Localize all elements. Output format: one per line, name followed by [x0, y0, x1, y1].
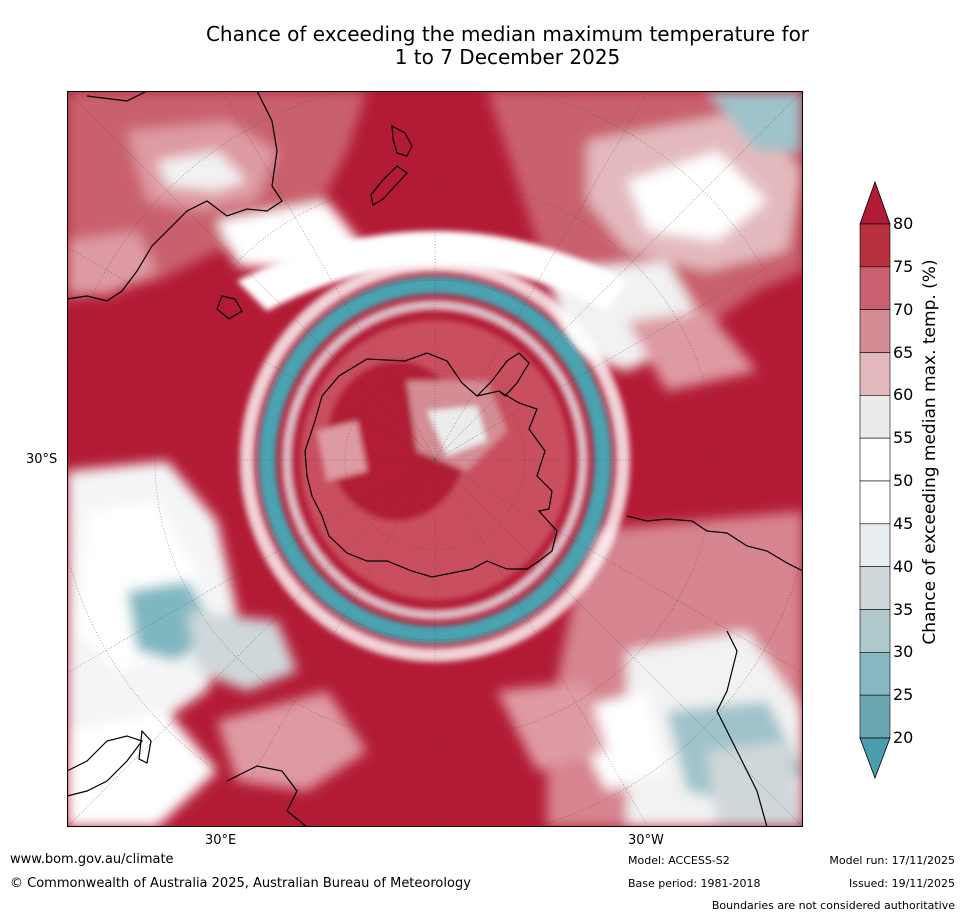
latitude-label-30s: 30°S	[26, 452, 58, 467]
colorbar-band	[859, 309, 891, 353]
colorbar-tick-label: 30	[893, 642, 914, 662]
colorbar-under-triangle	[859, 737, 891, 780]
colorbar-tick-label: 65	[893, 342, 914, 362]
colorbar-band	[859, 652, 891, 696]
antarctic-peninsula	[476, 352, 530, 397]
longitude-label-30w: 30°W	[628, 833, 664, 848]
footer-model-run: Model run: 17/11/2025	[829, 854, 955, 867]
coastlines	[67, 91, 803, 827]
colorbar-band	[859, 523, 891, 567]
colorbar-tick-label: 40	[893, 556, 914, 576]
footer-base-period: Base period: 1981-2018	[628, 877, 761, 890]
colorbar-tick-label: 45	[893, 513, 914, 533]
colorbar-tick-label: 80	[893, 214, 914, 233]
colorbar-tick-label: 75	[893, 256, 914, 276]
footer-model: Model: ACCESS-S2	[628, 854, 730, 867]
field-upper-right	[487, 91, 803, 391]
australia-coast	[67, 91, 283, 302]
footer-issued: Issued: 19/11/2025	[848, 877, 955, 890]
footer-website: www.bom.gov.au/climate	[10, 852, 174, 867]
colorbar-band	[859, 437, 891, 482]
footer-disclaimer: Boundaries are not considered authoritat…	[711, 899, 955, 912]
field-lower-left	[67, 461, 367, 827]
chart-title-line-2: 1 to 7 December 2025	[394, 45, 621, 69]
colorbar-band	[859, 223, 891, 268]
colorbar-band	[859, 266, 891, 310]
colorbar-band	[859, 566, 891, 610]
colorbar-tick-label: 70	[893, 299, 914, 319]
field-lower-right	[497, 511, 803, 827]
colorbar-tick-label: 25	[893, 685, 914, 705]
colorbar-band	[859, 352, 891, 396]
colorbar-over-triangle	[859, 180, 891, 225]
colorbar-band	[859, 609, 891, 653]
colorbar-tick-label: 50	[893, 471, 914, 490]
field-upper-left	[67, 91, 367, 301]
footer-copyright: © Commonwealth of Australia 2025, Austra…	[10, 876, 471, 891]
colorbar-band	[859, 694, 891, 739]
colorbar	[855, 180, 895, 785]
tasmania-coast	[216, 295, 243, 320]
colorbar-tick-label: 60	[893, 385, 914, 405]
longitude-label-30e: 30°E	[205, 833, 237, 848]
colorbar-band	[859, 480, 891, 525]
madagascar-coast	[138, 729, 152, 764]
south-america-coast	[626, 515, 803, 827]
graticule	[67, 91, 803, 827]
chart-title-line-1: Chance of exceeding the median maximum t…	[205, 22, 810, 46]
colorbar-title: Chance of exceeding median max. temp. (%…	[920, 259, 940, 645]
colorbar-tick-label: 55	[893, 428, 914, 448]
africa-coast	[67, 735, 308, 827]
colorbar-tick-label: 35	[893, 599, 914, 619]
colorbar-band	[859, 395, 891, 439]
field-top-band	[237, 231, 627, 311]
new-zealand-north	[391, 124, 413, 157]
colorbar-tick-label: 20	[893, 728, 914, 747]
probability-map	[67, 91, 803, 827]
new-zealand-south	[370, 165, 408, 206]
map-border	[67, 91, 803, 827]
